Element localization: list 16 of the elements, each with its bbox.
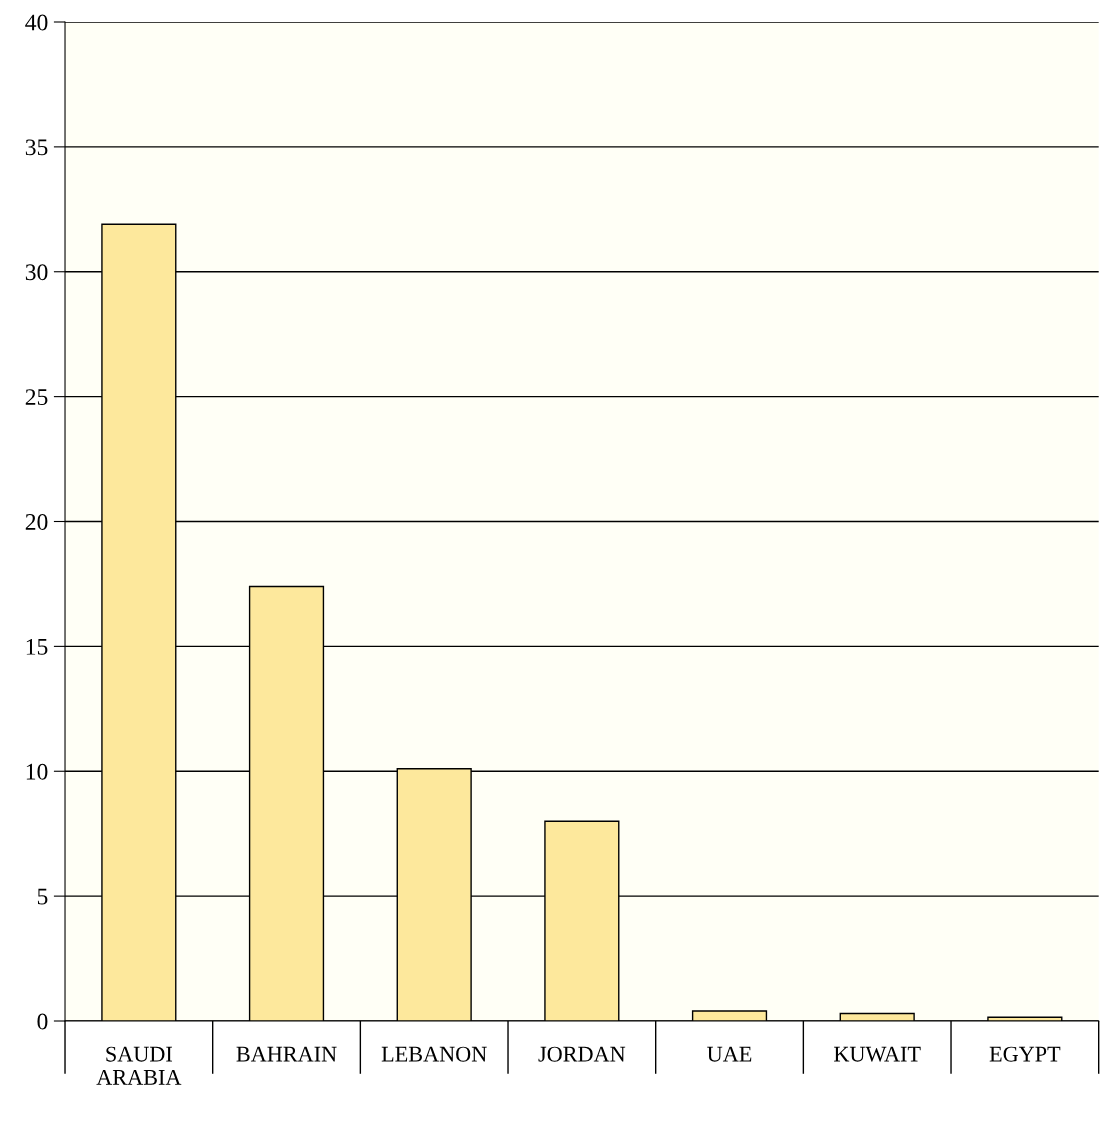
y-tick-label: 35 <box>25 139 48 156</box>
y-tick-label: 15 <box>26 638 48 655</box>
y-tick-label: 20 <box>25 513 48 530</box>
y-tick-label: 5 <box>37 888 48 905</box>
y-tick-label: 30 <box>25 264 48 281</box>
x-tick-label: BAHRAIN <box>236 1046 337 1062</box>
y-tick-label: 10 <box>26 763 48 780</box>
y-tick-label: 25 <box>25 389 48 406</box>
x-tick-label: EGYPT <box>989 1046 1061 1062</box>
y-tick-label: 40 <box>25 14 48 31</box>
x-tick-label: JORDAN <box>538 1046 626 1062</box>
x-tick-label: KUWAIT <box>834 1046 921 1062</box>
x-tick-label: LEBANON <box>381 1046 487 1062</box>
x-tick-label: UAE <box>707 1046 752 1062</box>
y-tick-label: 0 <box>37 1013 48 1030</box>
x-tick-label: SAUDI ARABIA <box>96 1046 182 1085</box>
